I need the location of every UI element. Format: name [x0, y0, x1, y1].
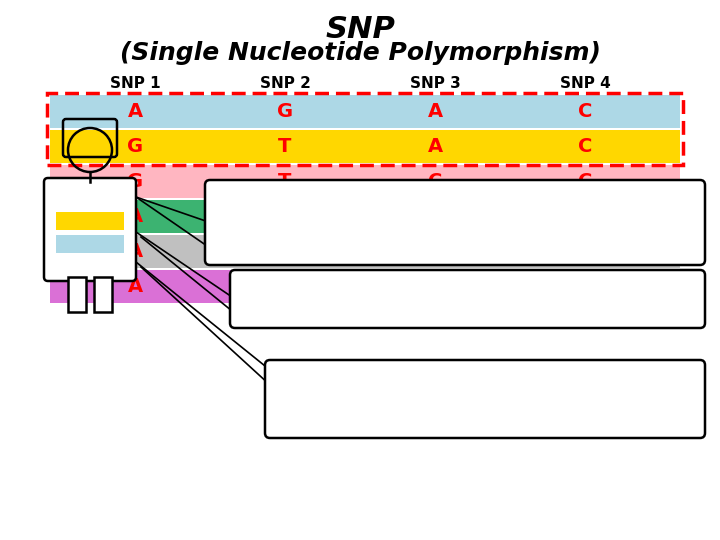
Text: T: T — [279, 137, 292, 156]
Text: Genotype:: Genotype: — [253, 290, 350, 308]
Text: A: A — [543, 230, 557, 248]
Text: G: G — [277, 277, 293, 296]
Text: C: C — [578, 137, 592, 156]
Bar — [50, 165, 680, 198]
Text: A: A — [549, 290, 562, 308]
Bar — [50, 95, 680, 128]
Text: C: C — [634, 290, 646, 308]
Text: SNP 1: SNP 1 — [109, 77, 161, 91]
Text: A: A — [127, 277, 143, 296]
Bar — [50, 130, 680, 163]
Text: G: G — [277, 102, 293, 121]
Text: (Single Nucleotide Polymorphism): (Single Nucleotide Polymorphism) — [120, 41, 600, 65]
Text: Homo: Homo — [516, 379, 564, 394]
Text: A: A — [127, 242, 143, 261]
Text: C: C — [428, 172, 442, 191]
Text: zigous: zigous — [513, 407, 567, 421]
Text: T: T — [384, 230, 396, 248]
Text: T: T — [578, 207, 592, 226]
Text: G: G — [127, 137, 143, 156]
FancyBboxPatch shape — [205, 180, 705, 265]
Text: Haplotype 1:: Haplotype 1: — [228, 199, 348, 217]
Text: C: C — [428, 277, 442, 296]
Text: SNP 2: SNP 2 — [260, 77, 310, 91]
Bar — [50, 200, 680, 233]
FancyBboxPatch shape — [230, 270, 705, 328]
Text: SNP: SNP — [325, 16, 395, 44]
Bar — [56, 235, 124, 253]
Bar — [94, 277, 112, 312]
Text: Homo: Homo — [600, 379, 649, 394]
Text: T: T — [578, 242, 592, 261]
Text: C: C — [428, 242, 442, 261]
Bar — [56, 212, 124, 230]
Text: C: C — [629, 199, 642, 217]
Text: Haplotype 2:: Haplotype 2: — [228, 230, 348, 248]
Text: zigous: zigous — [598, 407, 652, 421]
Text: A: A — [383, 199, 397, 217]
Text: C: C — [428, 207, 442, 226]
Text: C: C — [578, 102, 592, 121]
Bar — [50, 235, 680, 268]
Text: G: G — [127, 172, 143, 191]
Text: Hetero: Hetero — [415, 379, 474, 394]
Text: T: T — [279, 207, 292, 226]
Text: G: G — [458, 199, 472, 217]
Text: T: T — [279, 242, 292, 261]
Text: A: A — [543, 199, 557, 217]
Text: zigous: zigous — [418, 407, 472, 421]
Text: A/T: A/T — [375, 290, 405, 308]
Text: A: A — [127, 207, 143, 226]
Text: SNP 4: SNP 4 — [559, 77, 611, 91]
Bar — [50, 270, 680, 303]
Text: A: A — [127, 102, 143, 121]
Text: zigous: zigous — [328, 407, 382, 421]
Text: T: T — [459, 230, 471, 248]
Text: T: T — [578, 277, 592, 296]
Text: C: C — [629, 230, 642, 248]
Text: SNP 3: SNP 3 — [410, 77, 460, 91]
Text: T: T — [279, 172, 292, 191]
Text: T/G: T/G — [454, 290, 485, 308]
FancyBboxPatch shape — [265, 360, 705, 438]
Text: C: C — [578, 172, 592, 191]
FancyBboxPatch shape — [44, 178, 136, 281]
Bar — [68, 277, 86, 312]
Text: A: A — [428, 102, 443, 121]
Text: A: A — [428, 137, 443, 156]
Text: Hetero: Hetero — [325, 379, 384, 394]
